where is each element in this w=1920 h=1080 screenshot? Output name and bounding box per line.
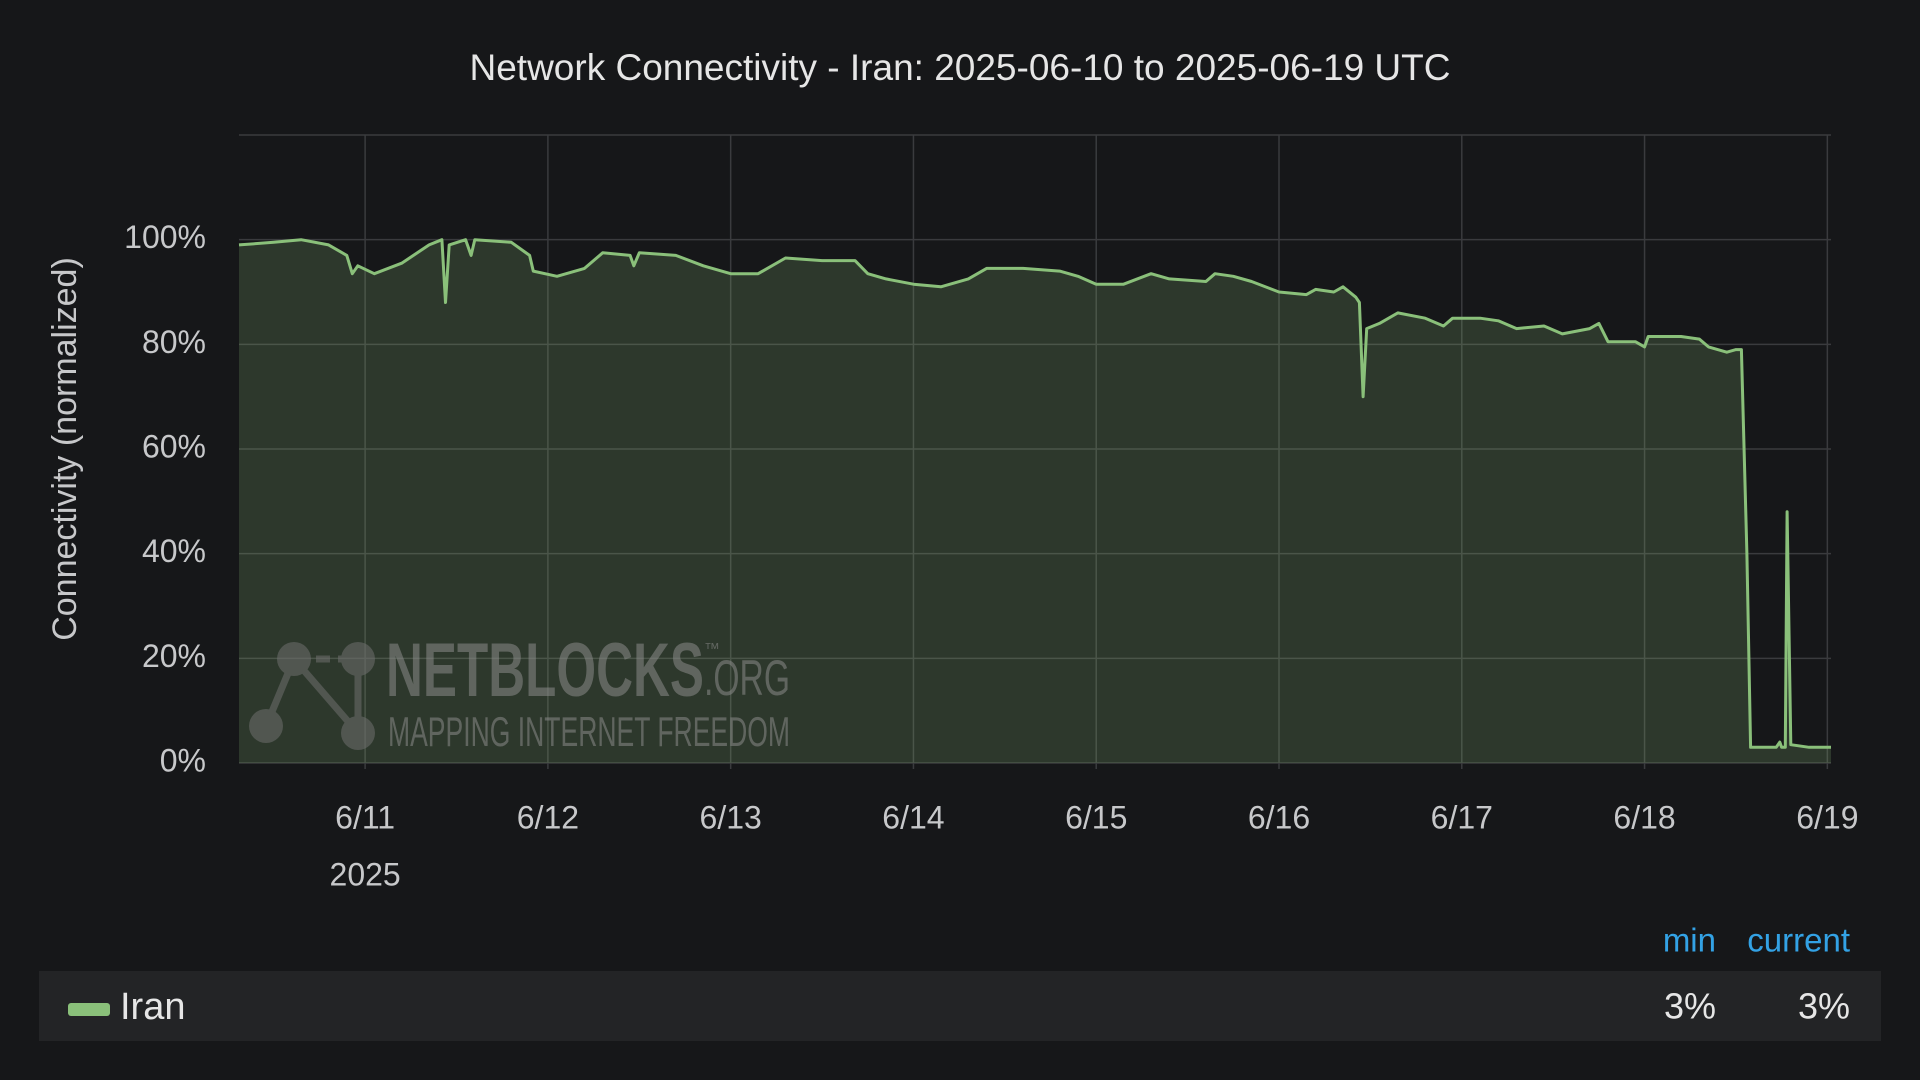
x-sub-label: 2025 bbox=[330, 856, 401, 892]
watermark: NETBLOCKS ™ .ORG MAPPING INTERNET FREEDO… bbox=[249, 628, 790, 755]
watermark-tagline: MAPPING INTERNET FREEDOM bbox=[388, 708, 790, 755]
x-tick-label: 6/14 bbox=[882, 799, 944, 835]
legend-column-header: min bbox=[1663, 922, 1716, 959]
legend-stat: 3% bbox=[1664, 986, 1716, 1027]
y-tick-label: 80% bbox=[142, 324, 206, 360]
watermark-tm: ™ bbox=[704, 641, 720, 658]
legend-stat: 3% bbox=[1798, 986, 1850, 1027]
watermark-icon bbox=[277, 642, 311, 676]
y-tick-label: 100% bbox=[124, 219, 206, 255]
x-tick-label: 6/16 bbox=[1248, 799, 1310, 835]
line bbox=[238, 238, 1831, 749]
y-tick-label: 60% bbox=[142, 428, 206, 464]
watermark-icon bbox=[341, 716, 375, 750]
x-tick-label: 6/18 bbox=[1613, 799, 1675, 835]
legend-swatch bbox=[68, 1003, 110, 1016]
y-tick-label: 0% bbox=[160, 742, 206, 778]
legend-column-header: current bbox=[1747, 922, 1850, 959]
watermark-icon bbox=[341, 642, 375, 676]
x-tick-label: 6/12 bbox=[517, 799, 579, 835]
y-tick-label: 20% bbox=[142, 638, 206, 674]
x-tick-label: 6/13 bbox=[700, 799, 762, 835]
x-tick-label: 6/11 bbox=[335, 799, 395, 835]
x-tick-label: 6/17 bbox=[1431, 799, 1493, 835]
chart-title: Network Connectivity - Iran: 2025-06-10 … bbox=[470, 47, 1451, 88]
legend-row bbox=[39, 971, 1881, 1041]
watermark-name: NETBLOCKS bbox=[386, 628, 704, 713]
watermark-icon bbox=[249, 709, 283, 743]
x-tick-label: 6/15 bbox=[1065, 799, 1127, 835]
grid bbox=[239, 134, 1831, 769]
legend-label: Iran bbox=[120, 986, 185, 1028]
y-tick-label: 40% bbox=[142, 533, 206, 569]
area bbox=[239, 239, 1831, 763]
watermark-suffix: .ORG bbox=[704, 650, 790, 706]
x-tick-label: 6/19 bbox=[1796, 799, 1858, 835]
y-axis-label: Connectivity (normalized) bbox=[46, 257, 84, 641]
